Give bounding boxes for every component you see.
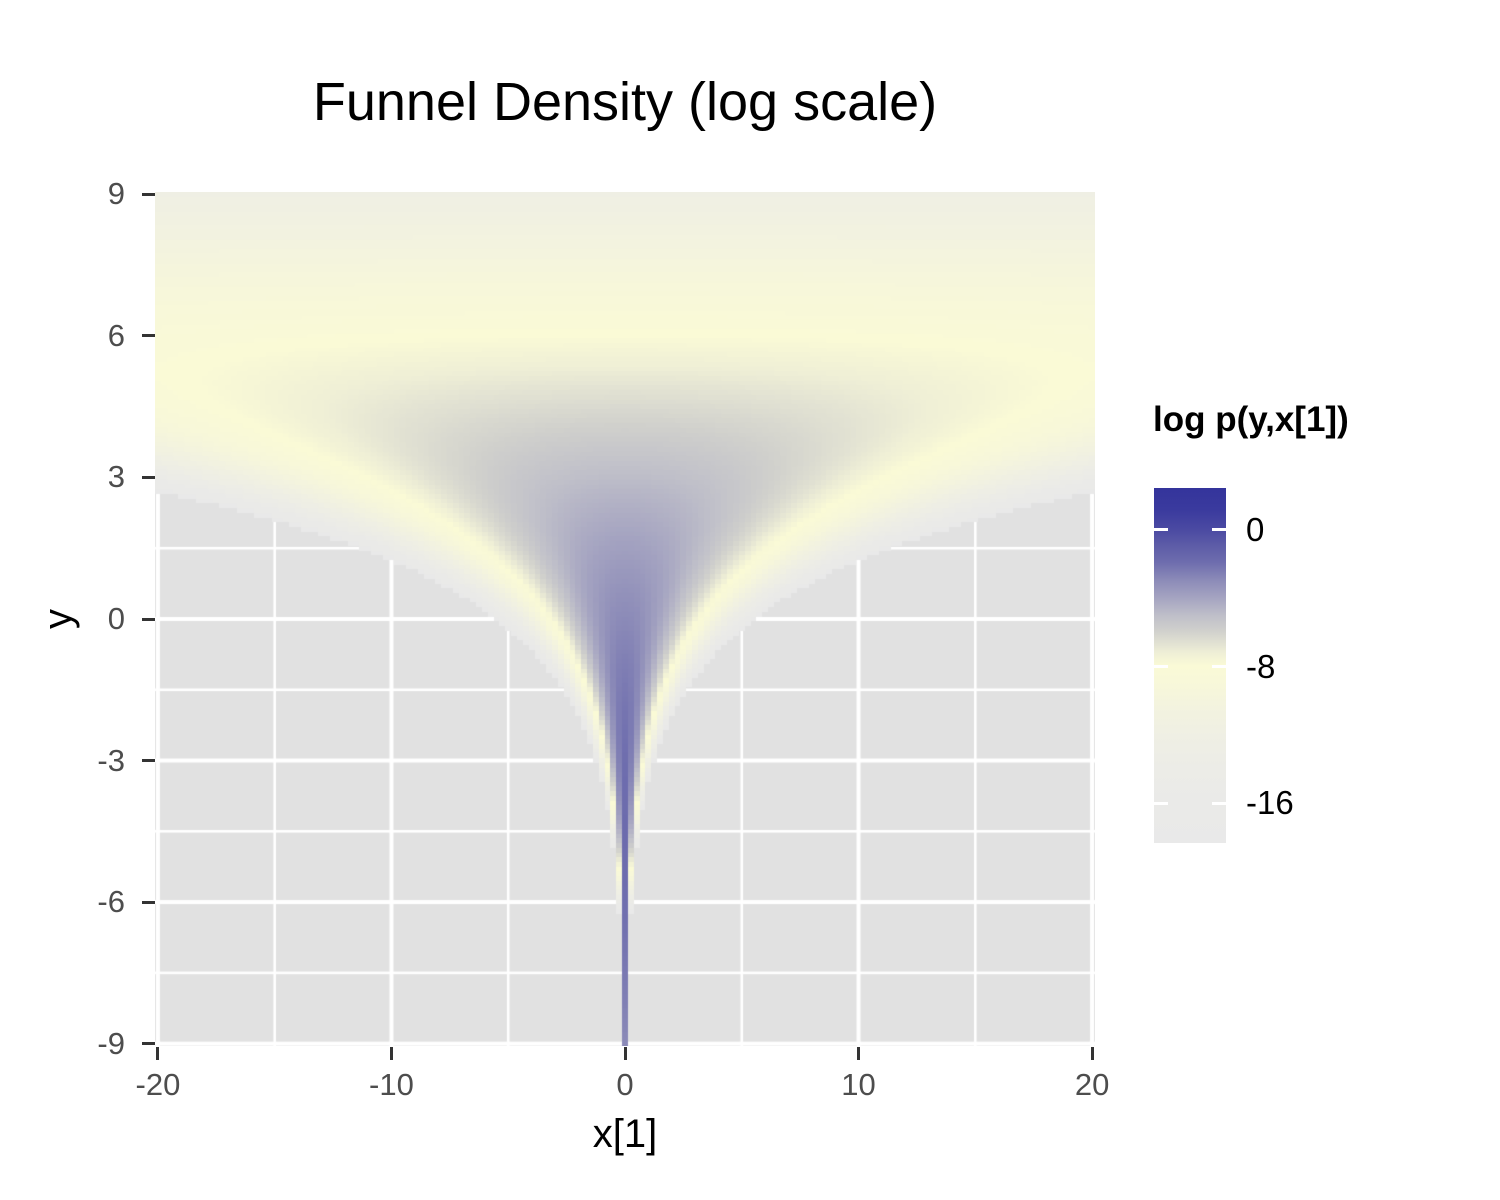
legend-tick-mark xyxy=(1212,801,1226,805)
x-tick-label: 10 xyxy=(841,1067,876,1102)
chart-title: Funnel Density (log scale) xyxy=(312,72,938,132)
x-tick-mark xyxy=(1090,1047,1094,1060)
y-tick-mark xyxy=(142,759,155,763)
y-tick-mark xyxy=(142,334,155,338)
legend-tick-mark xyxy=(1154,665,1168,669)
y-tick-mark xyxy=(142,1042,155,1046)
x-tick-label: -10 xyxy=(369,1067,414,1102)
y-tick-mark xyxy=(142,475,155,479)
x-tick-label: 20 xyxy=(1074,1067,1110,1102)
legend-tick-label: 0 xyxy=(1246,510,1265,548)
y-tick-mark xyxy=(142,192,155,196)
y-tick-mark xyxy=(142,900,155,904)
legend-tick-label: -16 xyxy=(1246,784,1294,822)
legend-title: log p(y,x[1]) xyxy=(1153,400,1349,439)
y-tick-label: -9 xyxy=(97,1025,125,1061)
legend-tick-mark xyxy=(1154,801,1168,805)
legend-tick-mark xyxy=(1154,528,1168,532)
y-tick-label: 0 xyxy=(107,601,125,636)
x-tick-mark xyxy=(156,1047,160,1060)
y-tick-label: 6 xyxy=(107,317,125,353)
funnel-heatmap-panel xyxy=(155,192,1095,1046)
y-tick-label: 9 xyxy=(107,176,125,212)
legend-tick-label: -8 xyxy=(1246,647,1276,685)
x-tick-mark xyxy=(623,1047,627,1060)
y-tick-label: -3 xyxy=(97,742,125,778)
x-tick-mark xyxy=(389,1047,393,1060)
y-tick-label: -6 xyxy=(97,884,125,920)
legend-tick-mark xyxy=(1212,665,1226,669)
y-tick-label: 3 xyxy=(107,459,125,495)
x-tick-mark xyxy=(857,1047,861,1060)
legend-tick-mark xyxy=(1212,528,1226,532)
x-axis-title: x[1] xyxy=(592,1112,658,1156)
x-tick-label: 0 xyxy=(616,1067,634,1102)
y-tick-mark xyxy=(142,617,155,621)
x-tick-label: -20 xyxy=(135,1067,181,1102)
